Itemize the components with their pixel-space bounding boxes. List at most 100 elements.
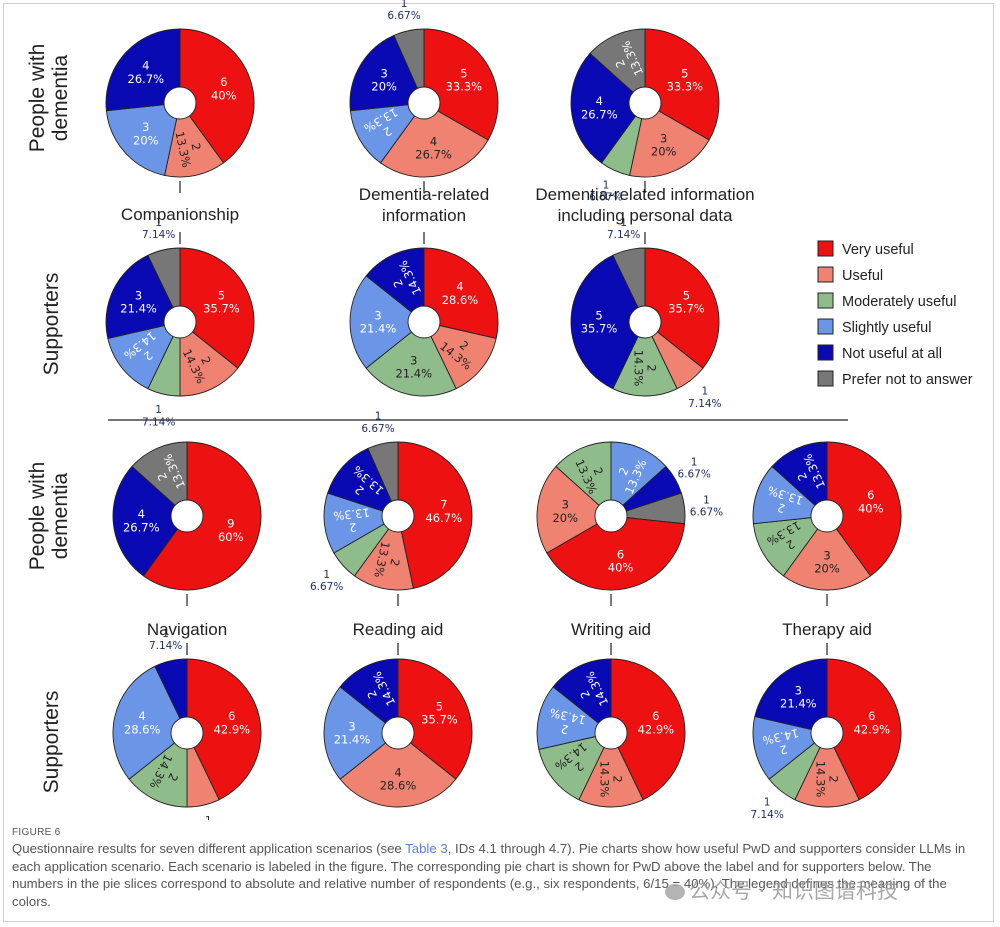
pie-slice-slight xyxy=(752,715,829,780)
table-link[interactable]: Table 3 xyxy=(405,841,448,856)
legend-item: Prefer not to answer xyxy=(817,370,973,388)
pie-slice-not xyxy=(339,658,399,734)
legend-label: Prefer not to answer xyxy=(842,372,973,388)
pie-chart: 5 35.7%4 28.6%3 21.4%214.3% xyxy=(323,658,473,808)
pie-slice-very xyxy=(546,515,686,591)
legend-item: Not useful at all xyxy=(817,344,942,362)
pie-chart: 5 35.7%214.3%1 7.14%214.3%3 21.4%1 7.14% xyxy=(105,217,255,428)
pie-slice-not xyxy=(105,28,181,112)
slice-label: 5 33.3% xyxy=(667,66,704,93)
pie-center-hole xyxy=(381,716,415,750)
slice-label: 3 20% xyxy=(814,548,840,575)
pie-slice-useful xyxy=(353,514,414,591)
pie-slice-useful xyxy=(164,101,225,178)
slice-label: 6 40% xyxy=(608,547,634,574)
pie-slice-moderate xyxy=(128,732,188,808)
slice-label: 4 26.7% xyxy=(415,134,452,161)
pie-slice-not xyxy=(365,247,425,323)
pie-chart: 6 42.9%214.3%1 7.14%214.3%3 21.4% xyxy=(750,658,902,820)
scenario-labels: Companionship Dementia-related information… xyxy=(121,181,872,655)
legend-swatch xyxy=(817,318,834,335)
pie-chart: 642.9%17.14%214.3%428.6%17.14% xyxy=(112,628,262,820)
slice-label: 7 46.7% xyxy=(425,498,462,525)
slice-label: 5 35.7% xyxy=(421,699,458,726)
pie-slice-not xyxy=(570,254,646,390)
pie-slice-moderate xyxy=(555,441,612,518)
pie-chart: 5 35.7% 1 7.14% 214.3% 5 35.7% 1 7.14% xyxy=(570,217,722,410)
legend-item: Moderately useful xyxy=(817,292,956,310)
pie-slice-slight xyxy=(349,102,425,164)
legend-swatch xyxy=(817,292,834,309)
pie-chart: 5 33.3%3 20%1 6.67%4 26.7%213.3% xyxy=(570,28,720,203)
slice-label: 3 21.4% xyxy=(120,288,157,315)
pie-slice-slight xyxy=(323,686,399,780)
legend-item: Slightly useful xyxy=(817,318,931,336)
slice-outer-label: 1 6.67% xyxy=(677,457,710,481)
row-label-pwd-top-line1: People with xyxy=(26,44,49,153)
pie-slice-useful xyxy=(536,465,612,554)
pie-slice-not xyxy=(552,658,612,734)
pie-chart: 7 46.7%213.3%1 6.67%213.3%213.3%1 6.67% xyxy=(310,411,473,593)
pie-slice-not xyxy=(570,52,646,164)
figure-label: FIGURE 6 xyxy=(12,827,61,838)
watermark-text: 公众号 · 知识图谱科技 xyxy=(689,879,899,903)
pie-chart: 6 40%213.3%3 20%4 26.7% xyxy=(105,28,255,178)
pie-slice-not xyxy=(112,465,188,577)
pies: 6 40% 213.3% 3 20% 4 26.7% 5 35.7% 214.3% 1 7.14% 21… xyxy=(105,0,902,820)
slice-label: 4 26.7% xyxy=(123,507,160,534)
pie-slice-not xyxy=(105,254,181,340)
pie-slice-prefer xyxy=(147,247,181,323)
slice-label: 3 20% xyxy=(651,131,677,158)
pie-slice-useful xyxy=(782,515,872,591)
slice-label: 6 40% xyxy=(858,488,884,515)
pie-slice-not xyxy=(349,34,425,112)
slice-outer-label: 1 6.67% xyxy=(361,411,394,435)
pie-center-hole xyxy=(594,716,628,750)
scenario-label: Reading aid xyxy=(353,620,444,639)
legend-label: Not useful at all xyxy=(842,346,942,362)
row-label-supporters-bottom: Supporters xyxy=(40,691,63,794)
pie-slice-slight xyxy=(752,465,829,525)
pie-chart: 3 20%213.3% 213.3% 1 6.67%1 6.67%6 40% xyxy=(536,441,723,591)
pie-center-hole xyxy=(170,716,204,750)
caption-text-start: Questionnaire results for seven differen… xyxy=(12,841,406,856)
pie-chart: 4 28.6%214.3%3 21.4%3 21.4%214.3% xyxy=(349,247,499,397)
legend-swatch xyxy=(817,240,834,257)
pie-center-hole xyxy=(628,86,662,120)
row-label-supporters-top: Supporters xyxy=(40,273,63,376)
pie-slice-very xyxy=(186,658,262,801)
pie-slice-useful xyxy=(578,731,644,808)
slice-label: 6 42.9% xyxy=(214,709,251,736)
pie-slice-slight xyxy=(610,441,667,518)
legend-label: Moderately useful xyxy=(842,294,956,310)
figure-caption: Questionnaire results for seven differen… xyxy=(12,840,972,910)
pie-center-hole xyxy=(628,305,662,339)
slice-outer-label: 1 6.67% xyxy=(690,495,723,519)
pie-center-hole xyxy=(163,86,197,120)
pie-slice-not xyxy=(754,658,828,734)
row-label-pwd-top-line2: dementia xyxy=(49,54,72,141)
pie-chart: 9 60%4 26.7%213.3% xyxy=(112,441,262,591)
pie-slice-moderate xyxy=(752,515,828,577)
pie-slice-not xyxy=(771,441,828,518)
legend: Very useful Useful Moderately useful Slight… xyxy=(817,240,973,388)
pie-center-hole xyxy=(381,499,415,533)
pie-center-hole xyxy=(810,716,844,750)
slice-label: 3 20% xyxy=(133,120,159,147)
pie-slice-moderate xyxy=(612,320,678,397)
pie-slice-slight xyxy=(536,686,613,751)
slice-label: 6 40% xyxy=(211,75,237,102)
slice-label: 5 35.7% xyxy=(668,288,705,315)
slice-label: 4 28.6% xyxy=(442,280,479,307)
pie-slice-very xyxy=(826,658,902,801)
pie-slice-useful xyxy=(379,102,489,178)
slice-label: 3 20% xyxy=(552,498,578,525)
slice-label: 3 21.4% xyxy=(360,308,397,335)
slice-label: 3 21.4% xyxy=(334,719,371,746)
legend-label: Slightly useful xyxy=(842,320,931,336)
pie-chart: 6 40%3 20%213.3%213.3%213.3% xyxy=(752,441,902,591)
